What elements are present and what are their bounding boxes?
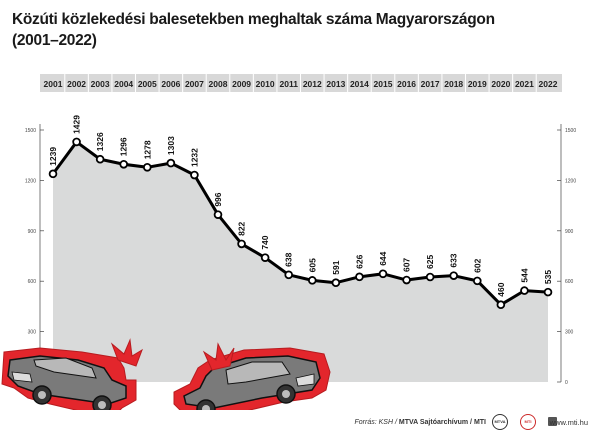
x-tick-label: 2021 [515,79,534,89]
year-band: 2001 2002 2003 2004 2005 2006 2007 2008 2009 2010… [40,74,562,92]
right-car-icon [173,342,331,410]
data-point [449,271,459,280]
data-point [213,210,223,219]
data-label: 996 [213,192,223,206]
y-tick-label-right: 1200 [565,178,576,184]
data-label: 1239 [48,147,58,166]
area-layer [53,141,548,382]
data-point [48,169,58,179]
x-tick-label: 2006 [161,79,180,89]
x-tick-label: 2004 [114,79,133,89]
chart-title-line1: Közúti közlekedési balesetekben meghalta… [12,11,495,28]
line-layer [48,137,553,310]
x-tick-label: 2011 [279,79,298,89]
x-tick-label: 2020 [491,79,510,89]
data-point [378,269,388,279]
data-label: 1296 [119,137,129,156]
x-tick-label: 2018 [444,79,463,89]
x-tick-label: 2005 [138,79,157,89]
footer: Forrás: KSH / MTVA Sajtóarchívum / MTI M… [0,410,600,441]
left-car-icon [1,338,143,410]
data-point [472,276,482,286]
data-point [496,300,506,310]
data-point [119,159,129,169]
data-point [142,162,152,172]
data-point [190,170,199,180]
data-label: 625 [425,255,435,269]
line-area-chart: 2001 2002 2003 2004 2005 2006 2007 2008 2009 2010… [1,74,576,410]
x-tick-label: 2019 [468,79,487,89]
y-tick-label-left: 900 [28,229,37,235]
data-label: 740 [260,235,270,249]
x-tick-label: 2016 [397,79,416,89]
data-label: 460 [496,282,506,296]
x-tick-label: 2002 [67,79,86,89]
y-tick-label-left: 300 [28,330,37,336]
site-url[interactable]: www.mti.hu [549,418,588,427]
y-tick-label-left: 600 [28,279,37,285]
data-point [355,272,364,282]
x-tick-label: 2012 [303,79,322,89]
x-tick-label: 2022 [539,79,558,89]
source-prefix: Forrás: KSH / [354,419,397,426]
x-tick-label: 2009 [232,79,251,89]
data-point [520,286,529,295]
data-label: 605 [307,258,317,272]
data-label: 644 [378,251,388,265]
grid-icon [548,417,557,426]
y-tick-label-left: 1500 [25,128,36,134]
data-label: 1278 [142,140,152,159]
data-label: 822 [237,221,247,235]
mti-logo: MTI [520,414,536,430]
data-point [284,270,294,280]
data-label: 535 [543,270,553,284]
data-label: 1303 [166,136,176,155]
data-label: 626 [354,254,364,268]
mtva-logo: MTVA [492,414,508,430]
x-tick-label: 2015 [374,79,393,89]
data-label: 544 [519,268,529,282]
source-note: Forrás: KSH / MTVA Sajtóarchívum / MTI [355,419,486,426]
y-tick-label-right: 300 [565,330,574,336]
area-fill [53,141,548,382]
series-line [51,140,549,307]
y-tick-label-right: 1500 [565,128,576,134]
data-point [237,239,246,249]
data-point [307,276,317,285]
data-point [72,137,81,147]
x-tick-label: 2017 [421,79,440,89]
data-point [260,253,270,262]
data-label: 591 [331,260,341,274]
crash-illustration [1,338,331,410]
data-point [543,287,553,297]
x-tick-label: 2013 [326,79,345,89]
data-label: 607 [402,258,412,272]
chart-title-line2: (2001–2022) [12,32,97,49]
data-label: 1326 [95,132,105,151]
y-tick-label-left: 1200 [25,178,36,184]
data-point [95,154,105,164]
axis-layer: 030060090012001500030060090012001500 [25,124,576,386]
data-point [166,158,176,168]
x-tick-label: 2001 [44,79,63,89]
x-tick-label: 2010 [256,79,275,89]
label-layer: 1239 1429 1326 1296 1278 1303 1232 996 822 740 638… [48,115,553,297]
data-label: 602 [472,258,482,272]
chart-title: Közúti közlekedési balesetekben meghalta… [12,9,572,51]
data-point [331,278,341,288]
x-tick-label: 2008 [209,79,228,89]
x-tick-label: 2014 [350,79,369,89]
data-point [425,272,435,282]
data-label: 1232 [189,148,199,167]
data-label: 1429 [72,115,82,134]
data-label: 638 [284,252,294,266]
y-tick-label-right: 600 [565,279,574,285]
y-tick-label-right: 0 [565,380,568,386]
x-tick-label: 2007 [185,79,204,89]
y-tick-label-right: 900 [565,229,574,235]
x-tick-label: 2003 [91,79,110,89]
source-agencies: MTVA Sajtóarchívum / MTI [398,419,486,426]
data-point [402,275,411,285]
data-label: 633 [449,253,459,267]
